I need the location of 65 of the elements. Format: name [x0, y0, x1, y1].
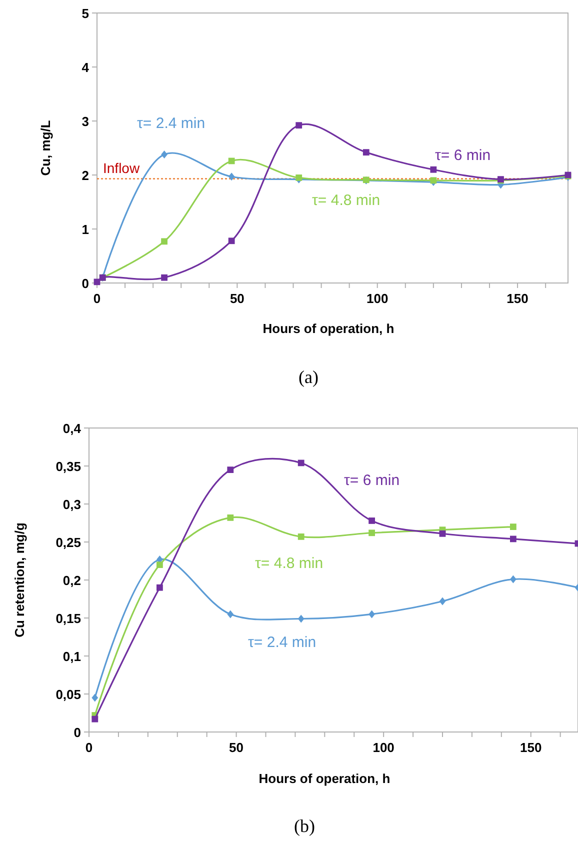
- point: [296, 122, 302, 129]
- y-tick-label: 0,3: [62, 497, 81, 512]
- y-tick-label: 2: [82, 168, 89, 183]
- point: [92, 694, 98, 702]
- point: [510, 575, 516, 584]
- x-axis-title: Hours of operation, h: [262, 321, 394, 336]
- point: [510, 524, 516, 530]
- point: [368, 530, 375, 536]
- point: [156, 584, 163, 591]
- point: [228, 158, 235, 164]
- y-tick-label: 0,15: [56, 611, 81, 626]
- y-tick-label: 3: [82, 114, 89, 129]
- x-tick-label: 150: [520, 740, 542, 755]
- point: [161, 274, 168, 281]
- y-tick-label: 0: [74, 725, 81, 740]
- point: [298, 533, 304, 540]
- point: [227, 466, 234, 473]
- series-label: τ= 2.4 min: [137, 115, 206, 132]
- point: [156, 562, 163, 568]
- text: (a): [298, 367, 318, 387]
- x-tick-label: 50: [229, 740, 244, 755]
- y-tick-label: 0,35: [56, 459, 81, 474]
- ref-line-label: Inflow: [103, 160, 140, 176]
- x-axis-title: Hours of operation, h: [258, 771, 390, 786]
- y-axis-title: Cu, mg/L: [38, 120, 53, 176]
- point: [510, 536, 516, 542]
- point: [161, 150, 168, 158]
- series-label: τ= 4.8 min: [255, 555, 324, 572]
- x-tick-label: 50: [230, 291, 244, 306]
- y-tick-label: 0,2: [62, 573, 81, 588]
- point: [439, 530, 446, 537]
- point: [368, 518, 375, 524]
- y-tick-label: 0: [82, 276, 89, 291]
- y-tick-label: 4: [82, 60, 90, 75]
- point: [368, 610, 375, 618]
- x-tick-label: 150: [506, 291, 528, 306]
- point: [439, 597, 446, 606]
- point: [296, 174, 302, 181]
- y-tick-label: 5: [82, 6, 89, 21]
- y-axis-title: Cu retention, mg/g: [12, 522, 27, 638]
- point: [94, 278, 100, 286]
- text: (b): [294, 816, 315, 836]
- point: [227, 514, 234, 521]
- point: [92, 716, 98, 722]
- series-label: τ= 6 min: [435, 147, 491, 164]
- x-tick-label: 0: [93, 291, 101, 306]
- point: [227, 610, 234, 618]
- point: [430, 166, 437, 173]
- point: [298, 614, 304, 623]
- point: [161, 238, 168, 245]
- point: [228, 172, 235, 181]
- series-label: τ= 6 min: [344, 472, 400, 489]
- point: [430, 177, 437, 184]
- series-label: τ= 4.8 min: [312, 192, 380, 209]
- point: [362, 149, 370, 156]
- point: [228, 238, 235, 244]
- y-tick-label: 0,1: [62, 649, 81, 664]
- x-tick-label: 100: [366, 291, 388, 306]
- x-tick-label: 100: [372, 740, 394, 755]
- point: [298, 460, 304, 466]
- series-label: τ= 2.4 min: [248, 634, 316, 651]
- y-tick-label: 1: [82, 222, 89, 237]
- y-tick-label: 0,25: [56, 535, 81, 550]
- y-tick-label: 0,05: [56, 687, 81, 702]
- y-tick-label: 0,4: [62, 421, 82, 436]
